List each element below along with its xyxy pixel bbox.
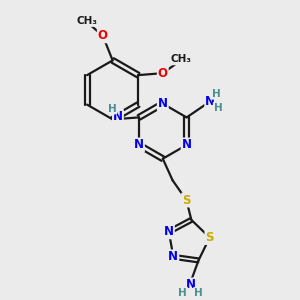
Text: N: N: [164, 225, 174, 238]
Text: N: N: [186, 278, 196, 292]
Text: N: N: [113, 110, 123, 123]
Text: H: H: [194, 288, 203, 298]
Text: H: H: [214, 103, 223, 112]
Text: O: O: [98, 29, 108, 42]
Text: CH₃: CH₃: [171, 54, 192, 64]
Text: N: N: [168, 250, 178, 263]
Text: S: S: [206, 231, 214, 244]
Text: H: H: [212, 89, 220, 99]
Text: N: N: [158, 97, 168, 110]
Text: N: N: [205, 95, 215, 108]
Text: N: N: [182, 138, 192, 152]
Text: CH₃: CH₃: [76, 16, 98, 26]
Text: H: H: [108, 103, 116, 114]
Text: S: S: [182, 194, 190, 206]
Text: N: N: [134, 138, 144, 152]
Text: H: H: [178, 288, 187, 298]
Text: O: O: [158, 67, 168, 80]
